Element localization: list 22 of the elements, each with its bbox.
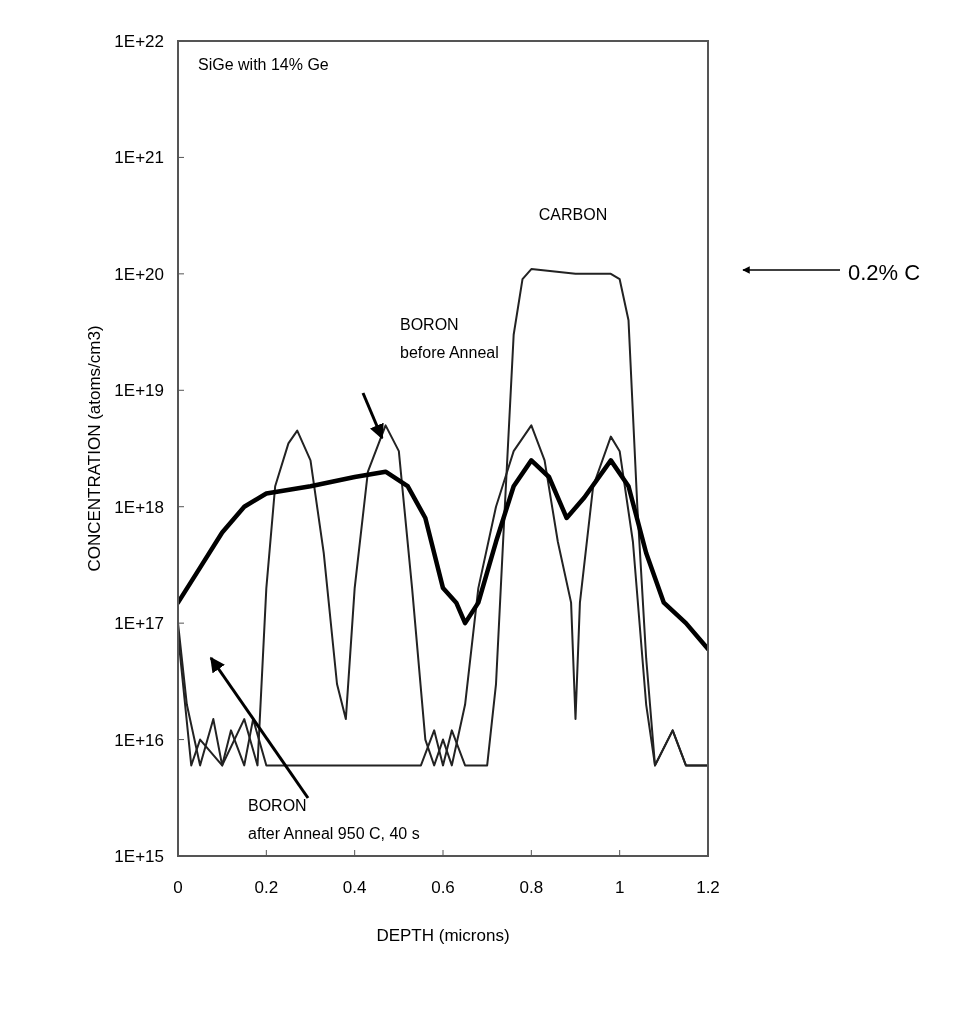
- y-tick-label: 1E+22: [114, 31, 164, 51]
- annotation: SiGe with 14% Ge: [198, 56, 329, 73]
- x-tick-label: 1: [614, 878, 625, 897]
- annotation: BORON after Anneal 950 C, 40 s: [248, 797, 420, 842]
- y-tick-label: 1E+18: [114, 497, 164, 517]
- y-tick-label: 1E+21: [114, 148, 164, 168]
- y-tick-label: 1E+20: [114, 264, 164, 284]
- text: 0.2% C: [848, 260, 921, 285]
- x-axis-title: DEPTH (microns): [376, 926, 510, 945]
- annotation: BORON before Anneal: [400, 316, 499, 361]
- x-tick-label: 0.4: [342, 878, 367, 897]
- x-tick-label: 0: [173, 878, 183, 897]
- x-tick-label: 0.2: [254, 878, 279, 897]
- y-axis-title: CONCENTRATION (atoms/cm3): [85, 325, 104, 572]
- y-tick-label: 1E+17: [114, 614, 164, 634]
- y-tick-label: 1E+16: [114, 730, 164, 750]
- y-tick-label: 1E+19: [114, 381, 164, 401]
- x-tick-label: 1.2: [696, 878, 720, 897]
- annotation: CARBON: [538, 206, 608, 223]
- y-tick-label: 1E+15: [114, 846, 164, 866]
- x-tick-label: 0.6: [431, 878, 455, 897]
- x-tick-label: 0.8: [519, 878, 544, 897]
